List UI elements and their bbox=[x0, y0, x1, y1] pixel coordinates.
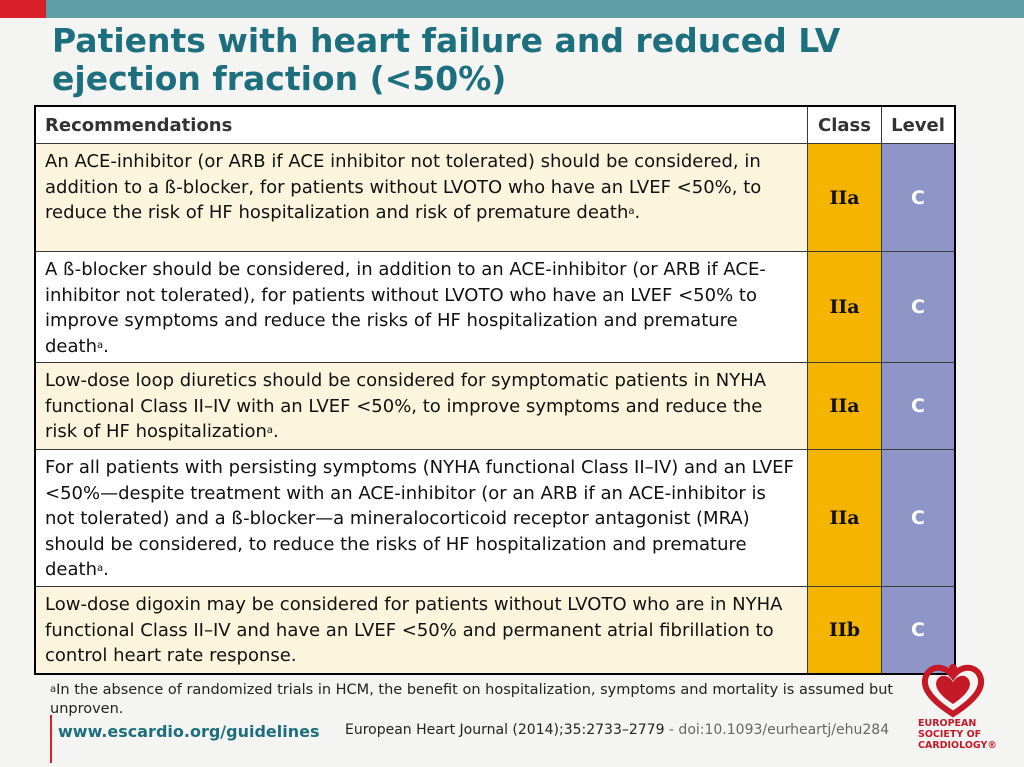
class-cell: IIa bbox=[808, 363, 882, 449]
recommendation-text: An ACE-inhibitor (or ARB if ACE inhibito… bbox=[36, 144, 808, 251]
table-row: A ß-blocker should be considered, in add… bbox=[36, 252, 954, 363]
class-cell: IIa bbox=[808, 450, 882, 586]
slide-title-line-1: Patients with heart failure and reduced … bbox=[52, 21, 841, 60]
recommendation-text: For all patients with persisting symptom… bbox=[36, 450, 808, 586]
guidelines-link[interactable]: www.escardio.org/guidelines bbox=[58, 722, 320, 741]
table-row: Low-dose loop diuretics should be consid… bbox=[36, 363, 954, 450]
footnote-marker: a bbox=[97, 339, 104, 351]
table-row: For all patients with persisting symptom… bbox=[36, 450, 954, 587]
footnote-marker: a bbox=[628, 206, 635, 217]
heart-logo-icon bbox=[921, 664, 985, 718]
header-recommendations: Recommendations bbox=[36, 107, 808, 143]
doi-text: - doi:10.1093/eurheartj/ehu284 bbox=[664, 722, 890, 738]
footer-divider bbox=[50, 715, 52, 763]
level-cell: C bbox=[882, 252, 954, 362]
journal-citation: European Heart Journal (2014);35:2733–27… bbox=[345, 722, 890, 738]
table-row: Low-dose digoxin may be considered for p… bbox=[36, 587, 954, 673]
level-cell: C bbox=[882, 144, 954, 251]
level-cell: C bbox=[882, 587, 954, 673]
recommendation-text: Low-dose digoxin may be considered for p… bbox=[36, 587, 808, 673]
recommendation-text: Low-dose loop diuretics should be consid… bbox=[36, 363, 808, 449]
top-accent-bar bbox=[46, 0, 1024, 18]
level-cell: C bbox=[882, 363, 954, 449]
header-class: Class bbox=[808, 107, 882, 143]
top-accent-red bbox=[0, 0, 46, 18]
recommendations-table: Recommendations Class Level An ACE-inhib… bbox=[34, 105, 956, 675]
esc-logo: EUROPEAN SOCIETY OF CARDIOLOGY® bbox=[918, 660, 997, 764]
level-cell: C bbox=[882, 450, 954, 586]
slide-title: Patients with heart failure and reduced … bbox=[52, 22, 952, 98]
footnote-marker: a bbox=[97, 563, 104, 574]
logo-text: EUROPEAN SOCIETY OF CARDIOLOGY® bbox=[918, 718, 997, 751]
slide-title-line-2: ejection fraction (<50%) bbox=[52, 59, 507, 98]
class-cell: IIb bbox=[808, 587, 882, 673]
footnote-marker: a bbox=[50, 684, 57, 695]
header-level: Level bbox=[882, 107, 954, 143]
class-cell: IIa bbox=[808, 144, 882, 251]
table-header-row: Recommendations Class Level bbox=[36, 107, 954, 144]
class-cell: IIa bbox=[808, 252, 882, 362]
footnote-marker: a bbox=[266, 425, 274, 436]
table-row: An ACE-inhibitor (or ARB if ACE inhibito… bbox=[36, 144, 954, 252]
recommendation-text: A ß-blocker should be considered, in add… bbox=[36, 252, 808, 362]
table-footnote: aIn the absence of randomized trials in … bbox=[50, 682, 894, 717]
